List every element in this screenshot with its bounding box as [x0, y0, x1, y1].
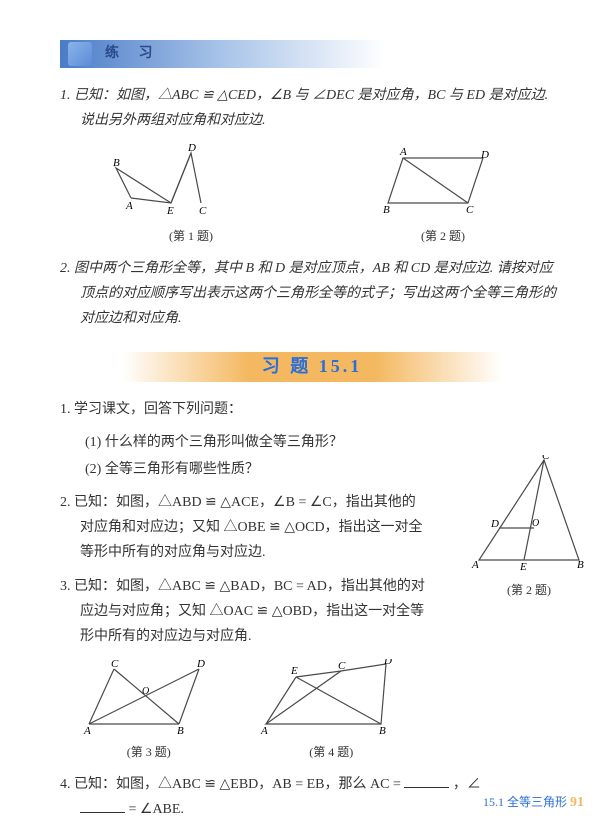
figure-4-svg: E C D A B — [256, 659, 406, 739]
textbook-page: 练 习 1. 已知：如图，△ABC ≌ △CED，∠B 与 ∠DEC 是对应角，… — [0, 0, 614, 830]
svg-text:C: C — [542, 455, 550, 462]
figure-2-caption: (第 2 题) — [373, 226, 513, 248]
figure-3-svg: C D O A B — [79, 659, 219, 739]
figure-2: A D B C (第 2 题) — [373, 143, 513, 248]
exercise-problem-1: 1. 学习课文，回答下列问题： — [60, 397, 425, 422]
svg-text:A: A — [260, 725, 268, 737]
blank-1 — [404, 773, 449, 788]
exercise-problem-3: 3. 已知：如图，△ABC ≌ △BAD，BC = AD，指出其他的对应边与对应… — [60, 574, 425, 650]
svg-text:B: B — [577, 559, 584, 571]
problem-text: 已知：如图，△ABD ≌ △ACE，∠B = ∠C，指出其他的对应角和对应边；又… — [74, 495, 423, 560]
practice-figure-row: B D A E C (第 1 题) A D B C (第 2 题) — [60, 143, 564, 248]
side-figure-caption: (第 2 题) — [469, 580, 589, 602]
svg-text:D: D — [490, 518, 499, 530]
svg-text:B: B — [379, 725, 386, 737]
exercise-body: 1. 学习课文，回答下列问题： (1) 什么样的两个三角形叫做全等三角形？ (2… — [60, 397, 425, 650]
practice-section-header: 练 习 — [60, 40, 564, 68]
practice-problem-1: 1. 已知：如图，△ABC ≌ △CED，∠B 与 ∠DEC 是对应角，BC 与… — [60, 83, 564, 133]
figure-4: E C D A B (第 4 题) — [256, 659, 406, 764]
problem-number: 2. — [60, 261, 71, 276]
svg-text:E: E — [290, 665, 298, 677]
figure-3: C D O A B (第 3 题) — [79, 659, 219, 764]
problem-text: 已知：如图，△ABC ≌ △BAD，BC = AD，指出其他的对应边与对应角；又… — [74, 579, 425, 644]
svg-text:E: E — [519, 561, 527, 573]
practice-problem-2: 2. 图中两个三角形全等，其中 B 和 D 是对应顶点，AB 和 CD 是对应边… — [60, 256, 564, 332]
problem-number: 3. — [60, 579, 71, 594]
svg-text:D: D — [383, 659, 392, 667]
problem-text-end: = ∠ABE. — [129, 802, 184, 817]
svg-text:D: D — [480, 149, 489, 161]
problem-number: 1. — [60, 402, 71, 417]
figure-4-caption: (第 4 题) — [256, 742, 406, 764]
svg-text:O: O — [142, 686, 149, 697]
svg-text:D: D — [187, 143, 196, 154]
svg-text:A: A — [399, 146, 407, 158]
side-figure-svg: C D O A E B — [469, 455, 589, 580]
exercise-title: 习 题 15.1 — [122, 352, 502, 382]
svg-text:C: C — [111, 659, 119, 670]
problem-text: 学习课文，回答下列问题： — [74, 402, 242, 417]
problem-text-mid: ，∠ — [453, 777, 481, 792]
exercise-figure-row: C D O A B (第 3 题) E C D A B — [60, 659, 425, 764]
problem-text-prefix: 已知：如图，△ABC ≌ △EBD，AB = EB，那么 AC = — [74, 777, 404, 792]
svg-text:B: B — [113, 157, 120, 169]
figure-3-caption: (第 3 题) — [79, 742, 219, 764]
problem-number: 4. — [60, 777, 71, 792]
sub-problem-1-2: (2) 全等三角形有哪些性质？ — [60, 457, 425, 482]
svg-text:C: C — [466, 204, 474, 216]
svg-text:E: E — [166, 205, 174, 217]
problem-text: 图中两个三角形全等，其中 B 和 D 是对应顶点，AB 和 CD 是对应边. 请… — [74, 261, 556, 326]
figure-1-caption: (第 1 题) — [111, 226, 271, 248]
svg-text:O: O — [532, 518, 539, 529]
figure-2-svg: A D B C — [373, 143, 513, 223]
side-figure: C D O A E B (第 2 题) — [469, 455, 589, 602]
page-footer: 15.1 全等三角形 91 — [483, 790, 584, 815]
figure-1: B D A E C (第 1 题) — [111, 143, 271, 248]
svg-text:D: D — [196, 659, 205, 670]
exercise-problem-2: 2. 已知：如图，△ABD ≌ △ACE，∠B = ∠C，指出其他的对应角和对应… — [60, 490, 425, 566]
problem-number: 1. — [60, 88, 71, 103]
problem-number: 2. — [60, 495, 71, 510]
svg-text:A: A — [125, 200, 133, 212]
page-number: 91 — [570, 795, 584, 810]
svg-text:B: B — [177, 725, 184, 737]
svg-text:C: C — [338, 660, 346, 672]
svg-text:C: C — [199, 205, 207, 217]
sub-problem-1-1: (1) 什么样的两个三角形叫做全等三角形？ — [60, 430, 425, 455]
exercise-problem-4: 4. 已知：如图，△ABC ≌ △EBD，AB = EB，那么 AC = ，∠ … — [60, 772, 520, 822]
blank-2 — [80, 798, 125, 813]
practice-title: 练 习 — [60, 40, 385, 68]
exercise-section-header: 习 题 15.1 — [60, 352, 564, 382]
svg-text:A: A — [471, 559, 479, 571]
footer-section: 15.1 全等三角形 — [483, 795, 567, 809]
svg-text:B: B — [383, 204, 390, 216]
problem-text: 已知：如图，△ABC ≌ △CED，∠B 与 ∠DEC 是对应角，BC 与 ED… — [74, 88, 548, 128]
figure-1-svg: B D A E C — [111, 143, 271, 223]
svg-text:A: A — [83, 725, 91, 737]
